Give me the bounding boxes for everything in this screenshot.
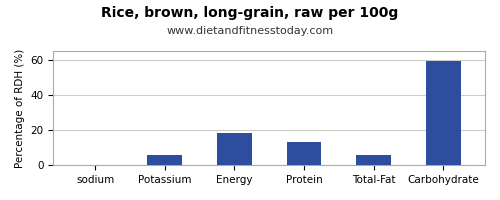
Text: Rice, brown, long-grain, raw per 100g: Rice, brown, long-grain, raw per 100g (102, 6, 399, 20)
Text: www.dietandfitnesstoday.com: www.dietandfitnesstoday.com (166, 26, 334, 36)
Bar (286, 142, 322, 165)
Bar (426, 61, 460, 165)
Bar (356, 155, 391, 165)
Y-axis label: Percentage of RDH (%): Percentage of RDH (%) (15, 49, 25, 168)
Bar (148, 155, 182, 165)
Bar (217, 133, 252, 165)
